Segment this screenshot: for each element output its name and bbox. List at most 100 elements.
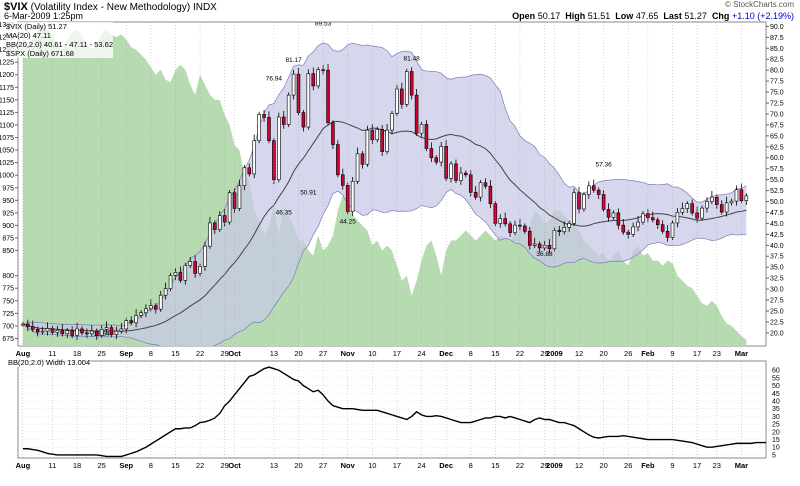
lower-title: BB(20,2.0) Width 13.004 bbox=[8, 358, 91, 367]
last-label: Last bbox=[663, 11, 682, 21]
candle-body bbox=[488, 185, 493, 205]
x-axis-label: 13 bbox=[270, 349, 278, 358]
x-axis-label: 29 bbox=[221, 461, 229, 470]
x-axis-label: 8 bbox=[469, 349, 473, 358]
right-axis-label: 90.0 bbox=[770, 24, 784, 31]
left-axis-label: 1050 bbox=[0, 148, 14, 155]
x-axis-label: 25 bbox=[97, 349, 105, 358]
right-axis-label: 37.5 bbox=[770, 254, 784, 261]
x-axis-label: 17 bbox=[393, 349, 401, 358]
candle-body bbox=[183, 265, 188, 281]
x-axis-label: 11 bbox=[49, 461, 57, 470]
x-axis-label: 24 bbox=[417, 349, 425, 358]
x-axis-label: Dec bbox=[439, 349, 453, 358]
left-axis-label: 950 bbox=[2, 198, 14, 205]
high-value: 51.51 bbox=[587, 11, 611, 21]
legend-ma: MA(20) 47.11 bbox=[6, 31, 51, 40]
candle-body bbox=[360, 153, 365, 165]
x-axis-label: 25 bbox=[97, 461, 105, 470]
candle-body bbox=[173, 272, 178, 276]
x-axis-label: 23 bbox=[713, 349, 721, 358]
candle-body bbox=[498, 218, 503, 224]
x-axis-label: 15 bbox=[491, 461, 499, 470]
brand-logo: © StockCharts.com bbox=[724, 0, 794, 9]
candle-body bbox=[281, 116, 286, 125]
annotation-label: 89.53 bbox=[315, 20, 332, 27]
low-label: Low bbox=[615, 11, 634, 21]
right-axis-label: 57.5 bbox=[770, 166, 784, 173]
annotation-label: 50.91 bbox=[300, 190, 317, 197]
candle-body bbox=[385, 129, 389, 152]
right-axis-label: 82.5 bbox=[770, 57, 784, 64]
x-axis-label: 29 bbox=[221, 349, 229, 358]
legend-bb: BB(20,2.0) 40.61 - 47.11 - 53.62 bbox=[6, 40, 114, 49]
left-axis-label: 675 bbox=[2, 336, 14, 343]
left-axis-label: 875 bbox=[2, 236, 14, 243]
candle-body bbox=[459, 172, 463, 181]
candle-body bbox=[523, 225, 527, 232]
candle-body bbox=[567, 223, 571, 228]
lower-axis-label: 5 bbox=[772, 452, 776, 459]
left-axis-label: 700 bbox=[2, 323, 14, 330]
candle-body bbox=[503, 218, 507, 225]
right-axis-label: 85.0 bbox=[770, 46, 784, 53]
right-axis-label: 40.0 bbox=[770, 243, 784, 250]
candle-body bbox=[242, 167, 247, 187]
x-axis-label: 8 bbox=[149, 461, 153, 470]
candle-body bbox=[232, 192, 237, 209]
lower-axis-label: 55 bbox=[772, 375, 780, 382]
candle-body bbox=[35, 329, 40, 333]
right-axis-label: 45.0 bbox=[770, 221, 784, 228]
right-axis-label: 50.0 bbox=[770, 199, 784, 206]
left-axis-label: 775 bbox=[2, 286, 14, 293]
candle-body bbox=[414, 94, 419, 134]
last-value: 51.27 bbox=[684, 11, 707, 21]
candle-body bbox=[601, 194, 606, 210]
x-axis-label: 27 bbox=[319, 461, 327, 470]
upper-legend: $VIX (Daily) 51.27 MA(20) 47.11 BB(20,2.… bbox=[6, 22, 114, 58]
left-axis-label: 1000 bbox=[0, 173, 14, 180]
lower-axis-label: 10 bbox=[772, 445, 780, 452]
ma20-line bbox=[22, 120, 747, 332]
candle-body bbox=[222, 215, 227, 223]
bollinger-upper-line bbox=[22, 42, 747, 327]
candle-body bbox=[621, 224, 626, 233]
x-axis-label: 8 bbox=[469, 461, 473, 470]
x-axis-label: 15 bbox=[171, 461, 179, 470]
x-axis-label: 20 bbox=[294, 461, 302, 470]
right-axis-label: 87.5 bbox=[770, 35, 784, 42]
ohlc-readout: Open 50.17 High 51.51 Low 47.65 Last 51.… bbox=[512, 11, 794, 21]
right-axis-label: 20.0 bbox=[770, 330, 784, 337]
chg-value: +1.10 (+2.19%) bbox=[731, 11, 794, 21]
candle-body bbox=[700, 207, 704, 219]
candle-body bbox=[247, 167, 252, 175]
right-axis-label: 22.5 bbox=[770, 319, 784, 326]
x-axis-label: Nov bbox=[341, 349, 356, 358]
candle-body bbox=[409, 71, 414, 96]
lower-panel: Aug 11 18 25 Sep 8 15 22 29 Oct 13 20 27 Nov 10 17 24 Dec… bbox=[16, 360, 780, 470]
candle-body bbox=[252, 140, 256, 175]
candle-body bbox=[154, 305, 158, 310]
x-axis-label: 27 bbox=[319, 349, 327, 358]
candle-body bbox=[26, 323, 30, 328]
lower-axis-label: 35 bbox=[772, 406, 780, 413]
candle-body bbox=[636, 221, 640, 228]
x-axis-label: 8 bbox=[149, 349, 153, 358]
candle-body bbox=[675, 212, 680, 224]
candle-body bbox=[528, 230, 532, 246]
candle-body bbox=[695, 212, 699, 219]
x-axis-label: Nov bbox=[341, 461, 356, 470]
candle-body bbox=[606, 209, 611, 218]
candle-body bbox=[641, 213, 645, 223]
candle-body bbox=[724, 202, 729, 213]
x-axis-label: 11 bbox=[49, 349, 57, 358]
candle-body bbox=[710, 196, 714, 202]
right-axis-label: 55.0 bbox=[770, 177, 784, 184]
candle-body bbox=[85, 332, 89, 335]
candle-body bbox=[311, 73, 316, 87]
candle-body bbox=[134, 315, 138, 324]
candle-body bbox=[670, 222, 675, 238]
x-axis-label: Mar bbox=[735, 461, 748, 470]
candle-body bbox=[193, 261, 197, 274]
x-axis-label: Aug bbox=[16, 461, 31, 470]
